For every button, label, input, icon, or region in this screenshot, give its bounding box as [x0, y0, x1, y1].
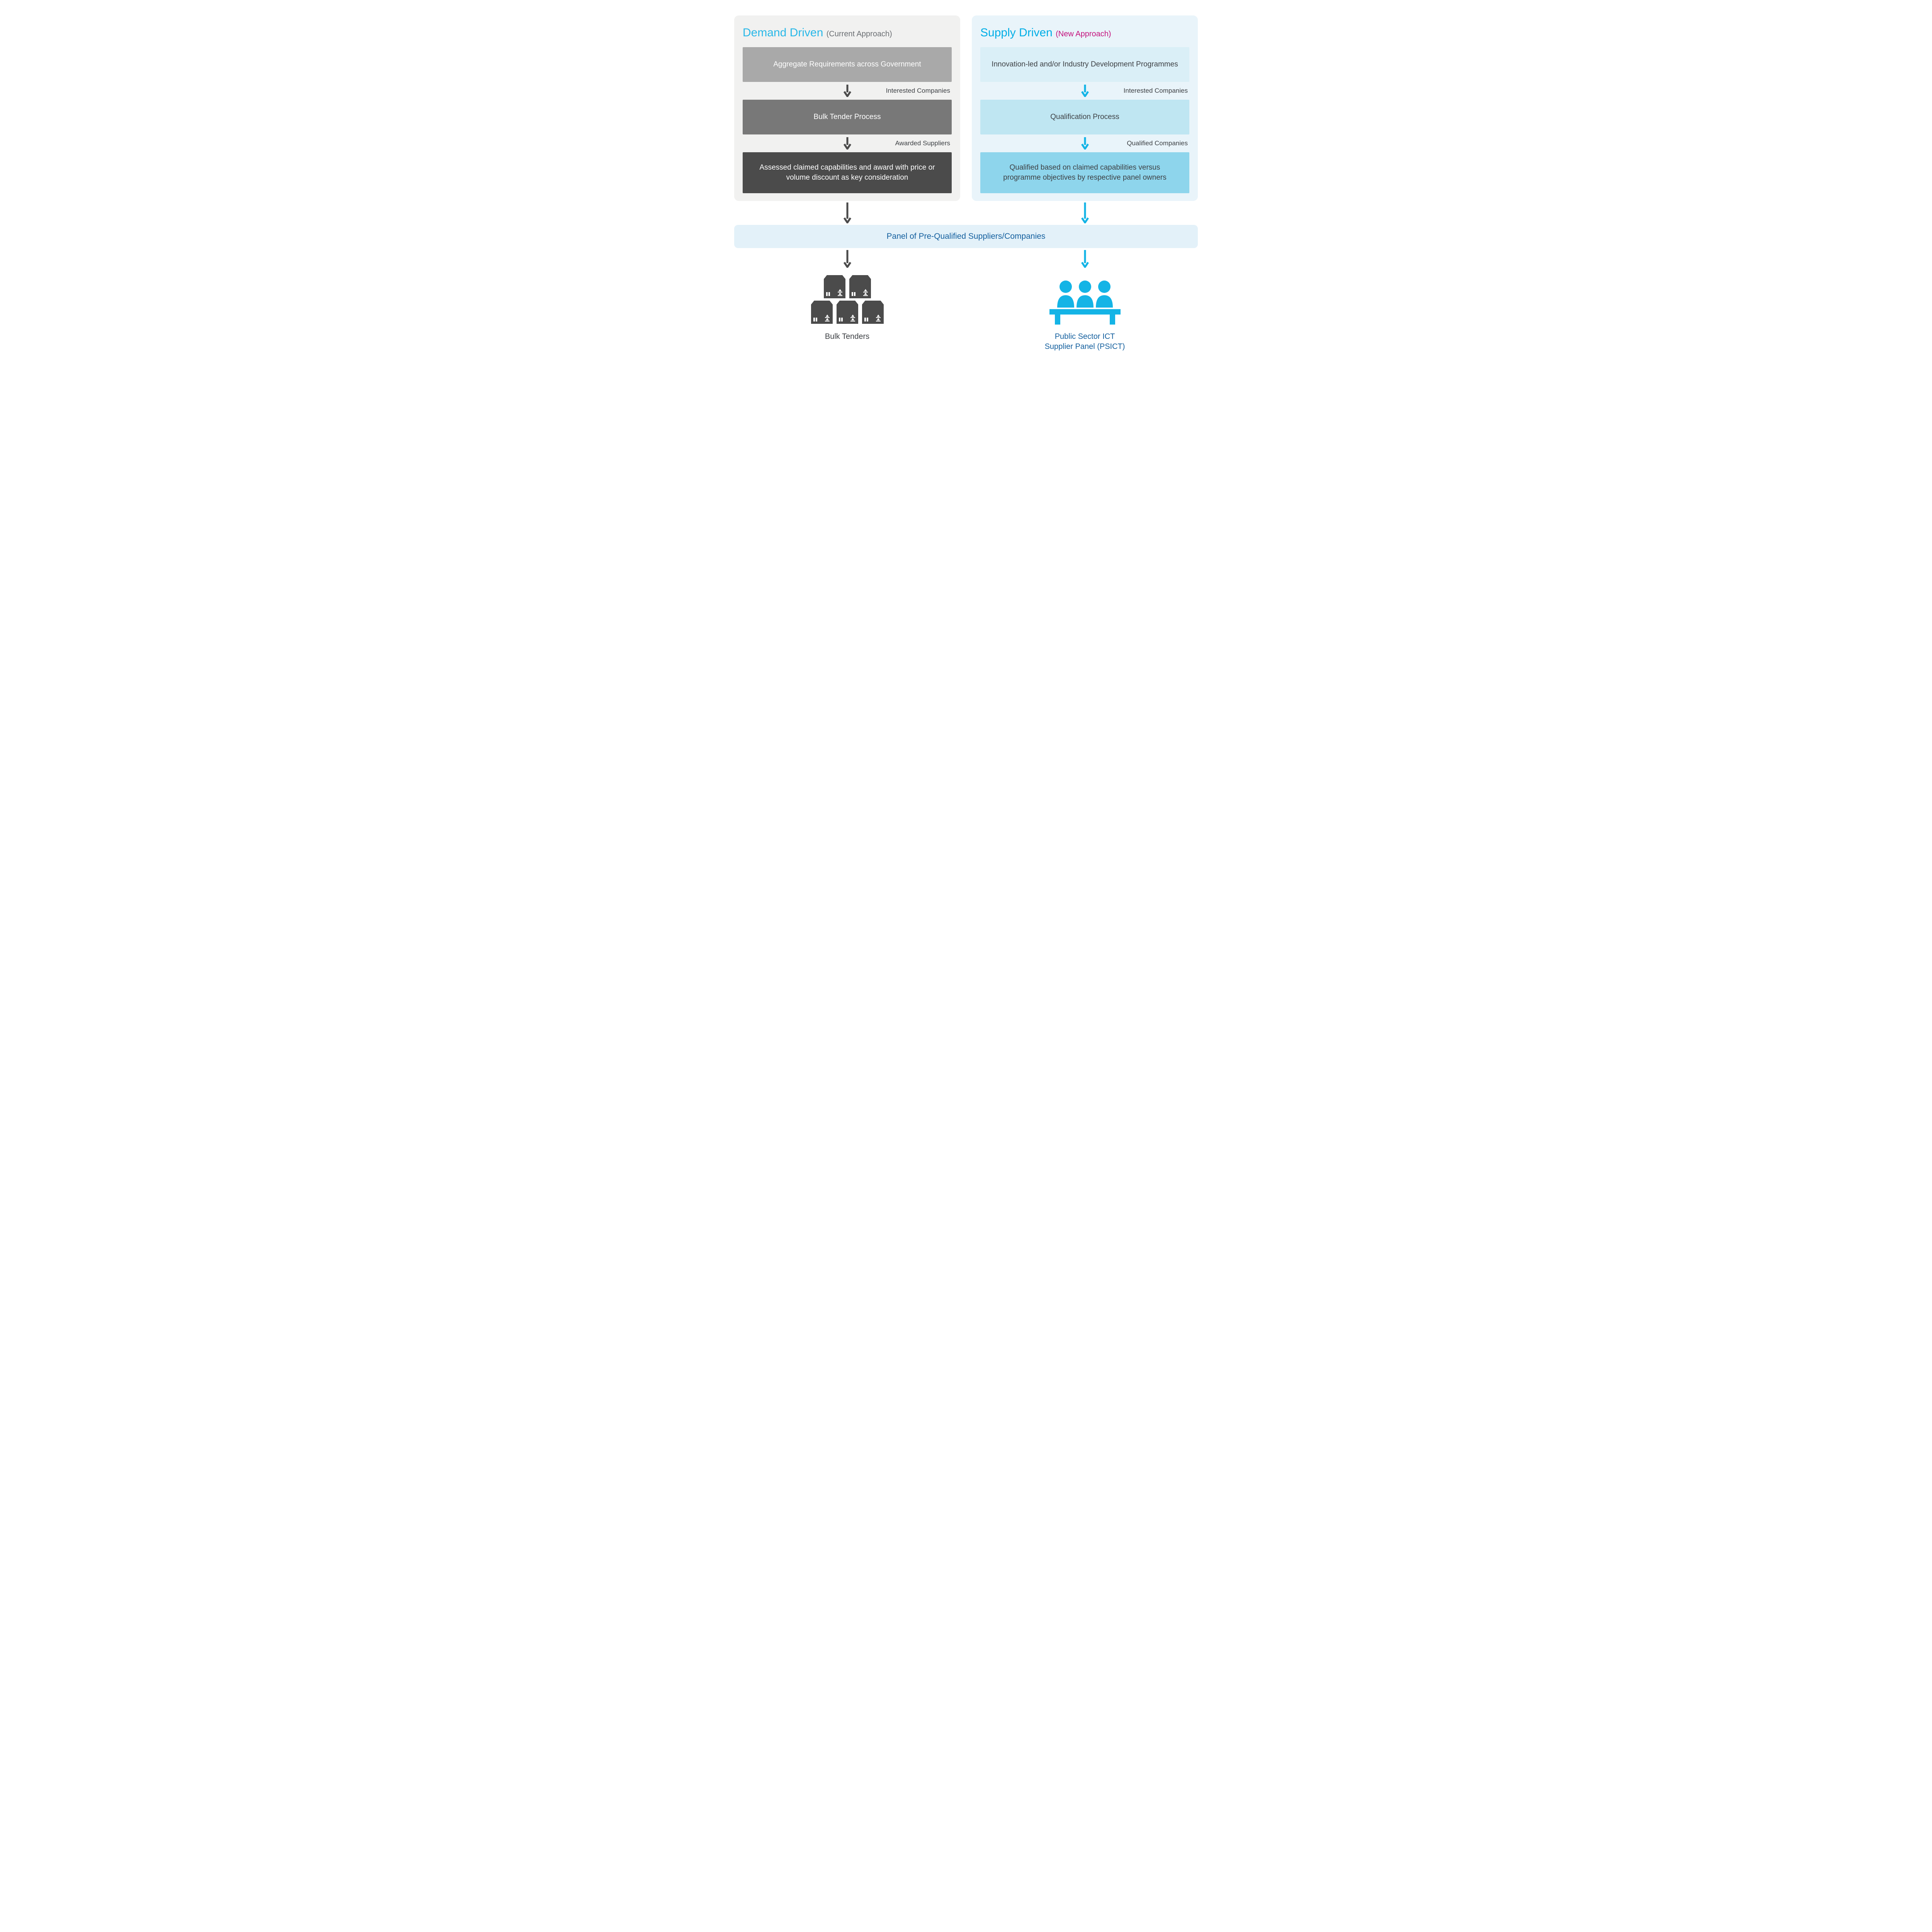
panel-people-icon: [972, 270, 1198, 328]
demand-box-assessed: Assessed claimed capabilities and award …: [743, 152, 952, 193]
supply-subtitle: (New Approach): [1056, 30, 1111, 38]
supply-arrow1-label: Interested Companies: [1124, 87, 1188, 95]
supply-arrow-1: Interested Companies: [980, 82, 1189, 100]
demand-arrow-to-icon: [734, 248, 960, 270]
demand-column: Demand Driven (Current Approach) Aggrega…: [734, 15, 960, 201]
demand-box-aggregate: Aggregate Requirements across Government: [743, 47, 952, 82]
supply-box3-text: Qualified based on claimed capabilities …: [996, 163, 1174, 182]
demand-title-text: Demand Driven: [743, 26, 823, 39]
supply-bottom-label-line2: Supplier Panel (PSICT): [1045, 342, 1125, 351]
arrow-down-icon: [1081, 202, 1089, 223]
supply-arrow2-label: Qualified Companies: [1127, 139, 1188, 147]
boxes-icon: [734, 270, 960, 328]
demand-subtitle: (Current Approach): [827, 30, 892, 38]
demand-arrow-to-panel: [734, 201, 960, 225]
supply-title: Supply Driven (New Approach): [980, 26, 1189, 39]
demand-arrow-1: Interested Companies: [743, 82, 952, 100]
demand-bottom-label: Bulk Tenders: [734, 332, 960, 342]
supply-title-text: Supply Driven: [980, 26, 1053, 39]
demand-box-tender: Bulk Tender Process: [743, 100, 952, 134]
demand-box1-text: Aggregate Requirements across Government: [773, 60, 921, 70]
arrow-down-icon: [844, 85, 851, 97]
arrow-down-icon: [844, 202, 851, 223]
supply-bottom-label-line1: Public Sector ICT: [1055, 332, 1115, 341]
supply-arrow-to-icon: [972, 248, 1198, 270]
arrow-down-icon: [1081, 137, 1089, 150]
supply-bottom-label: Public Sector ICT Supplier Panel (PSICT): [972, 332, 1198, 352]
supply-box-qualified: Qualified based on claimed capabilities …: [980, 152, 1189, 193]
panel-box: Panel of Pre-Qualified Suppliers/Compani…: [734, 225, 1198, 248]
supply-arrow-2: Qualified Companies: [980, 134, 1189, 152]
arrow-down-icon: [844, 137, 851, 150]
panel-label: Panel of Pre-Qualified Suppliers/Compani…: [887, 232, 1046, 241]
supply-box1-text: Innovation-led and/or Industry Developme…: [992, 60, 1178, 70]
supply-box-qualification: Qualification Process: [980, 100, 1189, 134]
demand-box3-text: Assessed claimed capabilities and award …: [758, 163, 936, 182]
arrow-down-icon: [1081, 85, 1089, 97]
demand-arrow1-label: Interested Companies: [886, 87, 950, 95]
arrow-down-icon: [1081, 250, 1089, 268]
supply-arrow-to-panel: [972, 201, 1198, 225]
demand-arrow2-label: Awarded Suppliers: [895, 139, 950, 147]
demand-box2-text: Bulk Tender Process: [814, 112, 881, 122]
supply-box2-text: Qualification Process: [1050, 112, 1119, 122]
supply-column: Supply Driven (New Approach) Innovation-…: [972, 15, 1198, 201]
arrow-down-icon: [844, 250, 851, 268]
demand-arrow-2: Awarded Suppliers: [743, 134, 952, 152]
supply-box-innovation: Innovation-led and/or Industry Developme…: [980, 47, 1189, 82]
demand-title: Demand Driven (Current Approach): [743, 26, 952, 39]
